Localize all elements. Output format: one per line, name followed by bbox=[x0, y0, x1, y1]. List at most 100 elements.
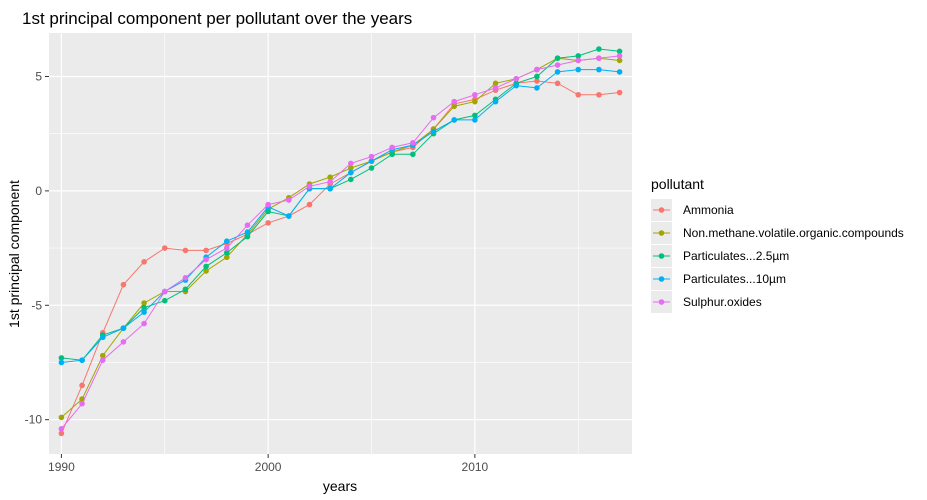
data-point bbox=[58, 414, 65, 421]
data-point bbox=[472, 98, 478, 105]
legend-key-point bbox=[658, 230, 665, 236]
data-point bbox=[79, 400, 85, 407]
data-point bbox=[99, 357, 106, 363]
data-point bbox=[120, 281, 127, 288]
legend-label: Particulates...2.5µm bbox=[683, 249, 789, 263]
y-axis: -10 -5 0 5 bbox=[25, 69, 49, 427]
data-point bbox=[430, 128, 437, 135]
data-point bbox=[430, 114, 437, 121]
data-point bbox=[182, 275, 189, 281]
data-point bbox=[513, 75, 520, 82]
data-point bbox=[120, 325, 127, 331]
x-axis-title: years bbox=[323, 478, 357, 494]
data-point bbox=[596, 91, 602, 98]
data-point bbox=[616, 69, 623, 75]
series-layer bbox=[58, 46, 623, 437]
data-point bbox=[368, 158, 375, 164]
data-point bbox=[348, 176, 354, 183]
data-point bbox=[492, 98, 499, 105]
data-point bbox=[244, 229, 251, 235]
data-point bbox=[451, 98, 458, 105]
legend-label: Particulates...10µm bbox=[683, 272, 786, 286]
data-point bbox=[203, 263, 209, 270]
data-point bbox=[534, 85, 540, 91]
data-point bbox=[58, 359, 65, 366]
data-point bbox=[534, 73, 540, 80]
series-line bbox=[61, 48, 620, 361]
legend-title: pollutant bbox=[651, 176, 704, 192]
data-point bbox=[389, 151, 395, 158]
legend-key-point bbox=[658, 276, 665, 282]
data-point bbox=[286, 213, 292, 219]
data-point bbox=[182, 247, 189, 254]
x-tick-label: 1990 bbox=[48, 460, 75, 474]
chart-title: 1st principal component per pollutant ov… bbox=[22, 9, 412, 28]
data-point bbox=[575, 53, 582, 59]
y-tick-label: 0 bbox=[35, 184, 42, 198]
data-point bbox=[368, 165, 375, 171]
series-line bbox=[61, 55, 620, 430]
data-point bbox=[327, 178, 333, 185]
data-point bbox=[554, 55, 561, 61]
series-4 bbox=[58, 53, 623, 432]
data-point bbox=[99, 334, 106, 341]
y-tick-label: -10 bbox=[25, 413, 43, 427]
data-point bbox=[554, 69, 561, 75]
data-point bbox=[306, 201, 313, 208]
data-point bbox=[306, 183, 313, 190]
legend-label: Ammonia bbox=[683, 203, 734, 217]
y-tick-label: 5 bbox=[35, 69, 42, 83]
x-axis: 1990 2000 2010 bbox=[48, 454, 489, 474]
data-point bbox=[99, 352, 106, 359]
data-point bbox=[513, 82, 520, 89]
data-point bbox=[79, 382, 85, 389]
data-point bbox=[58, 430, 65, 437]
data-point bbox=[161, 288, 168, 295]
series-line bbox=[61, 69, 620, 363]
data-point bbox=[389, 144, 395, 151]
data-point bbox=[244, 233, 251, 240]
data-point bbox=[182, 286, 189, 293]
data-point bbox=[120, 339, 127, 345]
minor-gridlines bbox=[49, 33, 632, 454]
data-point bbox=[141, 309, 147, 315]
data-point bbox=[596, 55, 602, 61]
legend-key-point bbox=[658, 207, 665, 213]
data-point bbox=[575, 57, 582, 64]
data-point bbox=[141, 259, 147, 265]
data-point bbox=[244, 222, 251, 228]
y-axis-title: 1st principal component bbox=[6, 180, 22, 328]
y-tick-label: -5 bbox=[31, 298, 42, 312]
data-point bbox=[203, 247, 209, 254]
data-point bbox=[203, 256, 209, 263]
data-point bbox=[265, 201, 271, 208]
legend-label: Sulphur.oxides bbox=[683, 295, 762, 309]
data-point bbox=[161, 297, 168, 304]
data-point bbox=[327, 174, 333, 180]
data-point bbox=[58, 355, 65, 361]
data-point bbox=[348, 160, 354, 167]
data-point bbox=[327, 185, 333, 192]
series-2 bbox=[58, 46, 623, 363]
data-point bbox=[554, 80, 561, 87]
data-point bbox=[410, 140, 416, 146]
data-point bbox=[348, 165, 354, 171]
data-point bbox=[492, 80, 499, 87]
data-point bbox=[141, 304, 147, 311]
data-point bbox=[451, 103, 458, 110]
data-point bbox=[534, 66, 540, 73]
data-point bbox=[161, 245, 168, 251]
data-point bbox=[472, 117, 478, 123]
data-point bbox=[203, 268, 209, 274]
data-point bbox=[265, 208, 271, 215]
data-point bbox=[616, 48, 623, 55]
data-point bbox=[286, 197, 292, 203]
data-point bbox=[534, 78, 540, 84]
data-point bbox=[58, 426, 65, 432]
data-point bbox=[410, 151, 416, 158]
data-point bbox=[223, 238, 230, 245]
data-point bbox=[616, 53, 623, 59]
data-point bbox=[348, 169, 354, 176]
legend-key-point bbox=[658, 299, 665, 305]
data-point bbox=[472, 91, 478, 98]
